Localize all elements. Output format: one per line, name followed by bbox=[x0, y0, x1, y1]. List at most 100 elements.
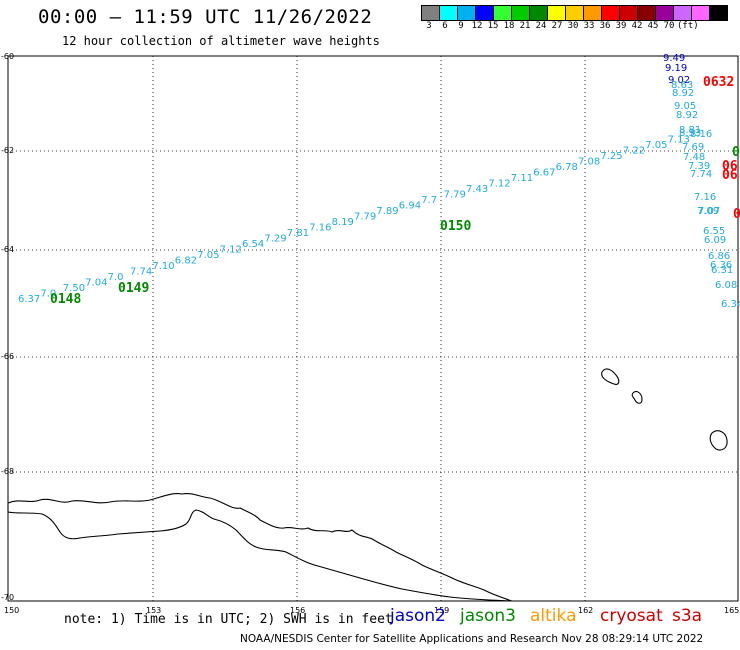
swh-value: 6.78 bbox=[556, 162, 578, 173]
swh-value: 6.09 bbox=[704, 235, 726, 246]
swh-value: 8.63 bbox=[671, 80, 693, 91]
scale-label: (ft) bbox=[677, 21, 699, 31]
swh-value: 9.02 bbox=[668, 75, 690, 86]
island bbox=[709, 430, 728, 451]
scale-label: 12 bbox=[471, 21, 483, 31]
swh-value: 8.19 bbox=[332, 217, 354, 228]
swh-value: 6.31 bbox=[711, 265, 733, 276]
swh-value: 7.16 bbox=[694, 192, 716, 203]
altimeter-track-east: 9.499.199.028.928.639.058.928.818.537.69… bbox=[663, 53, 740, 310]
swh-value: 8.16 bbox=[690, 129, 712, 140]
lat-label: -68 bbox=[1, 467, 14, 476]
island bbox=[601, 368, 620, 385]
swh-value: 7.12 bbox=[220, 245, 242, 256]
lon-label: 150 bbox=[4, 606, 19, 615]
swh-value: 8.92 bbox=[672, 88, 694, 99]
lat-label: -62 bbox=[1, 146, 14, 155]
swh-value: 7.04 bbox=[85, 278, 107, 289]
scale-label: 6 bbox=[442, 21, 448, 31]
legend-s3a: s3a bbox=[672, 606, 703, 626]
legend-altika: altika bbox=[530, 606, 577, 626]
swh-value: 7.74 bbox=[690, 169, 712, 180]
altimeter-track-main: 6.37 7.0 7.50 7.04 7.0 7.74 7.10 6.82 7.05 7.12 6.… bbox=[18, 129, 712, 307]
antarctic-coastline bbox=[7, 493, 513, 602]
swh-value: 7.69 bbox=[682, 142, 704, 153]
time-label: 06 bbox=[722, 168, 738, 183]
lat-label: -64 bbox=[1, 245, 14, 254]
scale-label: 36 bbox=[599, 21, 611, 31]
swh-value: 7.48 bbox=[683, 152, 705, 163]
swh-value: 7.11 bbox=[511, 173, 533, 184]
swh-value: 7.22 bbox=[623, 146, 645, 157]
swh-value: 7.89 bbox=[376, 206, 398, 217]
time-label: 0 bbox=[733, 207, 740, 222]
scale-label: 3 bbox=[426, 21, 432, 31]
swh-value: 7.05 bbox=[645, 140, 667, 151]
swh-value: 6.55 bbox=[703, 226, 725, 237]
swh-value: 7.16 bbox=[309, 223, 331, 234]
swh-value: 7.09 bbox=[697, 206, 719, 217]
legend-jason2: jason2 bbox=[390, 606, 446, 626]
swh-value: 6.36 bbox=[710, 260, 732, 271]
swh-value: 7.74 bbox=[130, 267, 152, 278]
map-subtitle: 12 hour collection of altimeter wave hei… bbox=[62, 34, 380, 48]
swh-value: 8.53 bbox=[679, 128, 701, 139]
swh-value: 6.37 bbox=[18, 294, 40, 305]
graticule bbox=[8, 56, 738, 601]
lat-label: -70 bbox=[1, 593, 14, 602]
swh-value: 6.94 bbox=[399, 201, 421, 212]
swh-value: 7.43 bbox=[466, 184, 488, 195]
map-frame bbox=[7, 55, 739, 602]
scale-label: 33 bbox=[583, 21, 595, 31]
time-label: 0150 bbox=[440, 219, 471, 234]
swh-value: 6.54 bbox=[242, 239, 264, 250]
scale-label: 27 bbox=[551, 21, 563, 31]
time-label: 0149 bbox=[118, 281, 149, 296]
swh-value: 9.05 bbox=[674, 101, 696, 112]
scale-label: 9 bbox=[458, 21, 464, 31]
scale-label: 15 bbox=[487, 21, 499, 31]
scale-label: 21 bbox=[519, 21, 531, 31]
scale-label: 18 bbox=[503, 21, 515, 31]
swh-value: 7.50 bbox=[63, 283, 85, 294]
island bbox=[631, 391, 643, 404]
swh-value: 7.81 bbox=[287, 228, 309, 239]
note-text: note: 1) Time is in UTC; 2) SWH is in fe… bbox=[64, 612, 393, 627]
swh-value: 7.39 bbox=[688, 161, 710, 172]
swh-value: 7.29 bbox=[264, 234, 286, 245]
swh-value: 7.07 bbox=[698, 206, 720, 217]
scale-label: 30 bbox=[567, 21, 579, 31]
swh-value: 8.92 bbox=[676, 110, 698, 121]
lat-label: -66 bbox=[1, 352, 14, 361]
swh-value: 7.08 bbox=[578, 157, 600, 168]
swh-value: 7.0 bbox=[108, 272, 124, 283]
swh-value: 7.25 bbox=[600, 151, 622, 162]
scale-swatch bbox=[709, 5, 728, 21]
legend-jason3: jason3 bbox=[460, 606, 516, 626]
lat-label: -60 bbox=[1, 52, 14, 61]
swh-value: 9.49 bbox=[663, 53, 685, 64]
color-scale-labels: 3 6 9 12 15 18 21 24 27 30 33 36 39 42 45 70 (ft) bbox=[421, 21, 699, 31]
lon-label: 162 bbox=[578, 606, 593, 615]
lon-label: 165 bbox=[724, 606, 739, 615]
lon-label: 153 bbox=[146, 606, 161, 615]
lon-label: 159 bbox=[434, 606, 449, 615]
swh-value: 7.0 bbox=[40, 289, 56, 300]
swh-value: 7.13 bbox=[668, 135, 690, 146]
lon-label: 156 bbox=[290, 606, 305, 615]
legend-cryosat: cryosat bbox=[600, 606, 663, 626]
swh-value: 6.08 bbox=[715, 280, 737, 291]
time-label: 06 bbox=[722, 159, 738, 174]
map-title: 00:00 – 11:59 UTC 11/26/2022 bbox=[38, 6, 373, 28]
swh-value: 7.79 bbox=[354, 212, 376, 223]
scale-label: 42 bbox=[631, 21, 643, 31]
scale-label: 70 bbox=[663, 21, 675, 31]
swh-value: 7.05 bbox=[197, 250, 219, 261]
credit-line: NOAA/NESDIS Center for Satellite Applica… bbox=[240, 633, 704, 645]
time-label: 0 bbox=[732, 145, 740, 160]
scale-label: 45 bbox=[647, 21, 659, 31]
swh-value: 7.10 bbox=[152, 261, 174, 272]
swh-value: 8.81 bbox=[679, 125, 701, 136]
swh-value: 7.7 bbox=[421, 195, 437, 206]
